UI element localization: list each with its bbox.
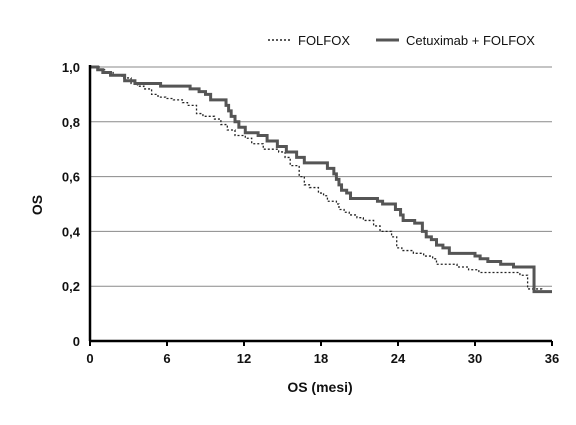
y-tick-label-2: 0,4 <box>62 224 81 239</box>
x-tick-label-4: 24 <box>391 351 406 366</box>
series-lines <box>90 65 552 294</box>
legend-label-folfox: FOLFOX <box>298 33 350 48</box>
x-tick-label-6: 36 <box>545 351 559 366</box>
x-tick-label-0: 0 <box>86 351 93 366</box>
y-tick-label-1: 0,2 <box>62 279 80 294</box>
y-tick-label-0: 0 <box>73 334 80 349</box>
series-line-0 <box>90 66 552 293</box>
x-axis-title: OS (mesi) <box>287 379 352 395</box>
x-tick-labels: 0 6 12 18 24 30 36 <box>86 351 559 366</box>
y-tick-label-5: 1,0 <box>62 60 80 75</box>
x-tick-label-3: 18 <box>314 351 328 366</box>
y-tick-label-4: 0,8 <box>62 115 80 130</box>
x-tick-label-1: 6 <box>163 351 170 366</box>
grid-lines <box>90 66 552 287</box>
y-tick-labels: 0 0,2 0,4 0,6 0,8 1,0 <box>62 60 81 349</box>
x-tick-label-5: 30 <box>468 351 482 366</box>
axes <box>88 65 553 346</box>
y-axis-title: OS <box>29 195 45 215</box>
series-line-1 <box>90 65 552 294</box>
legend: FOLFOX Cetuximab + FOLFOX <box>268 33 535 48</box>
x-tick-label-2: 12 <box>237 351 251 366</box>
legend-label-cetuximab: Cetuximab + FOLFOX <box>406 33 535 48</box>
y-tick-label-3: 0,6 <box>62 170 80 185</box>
